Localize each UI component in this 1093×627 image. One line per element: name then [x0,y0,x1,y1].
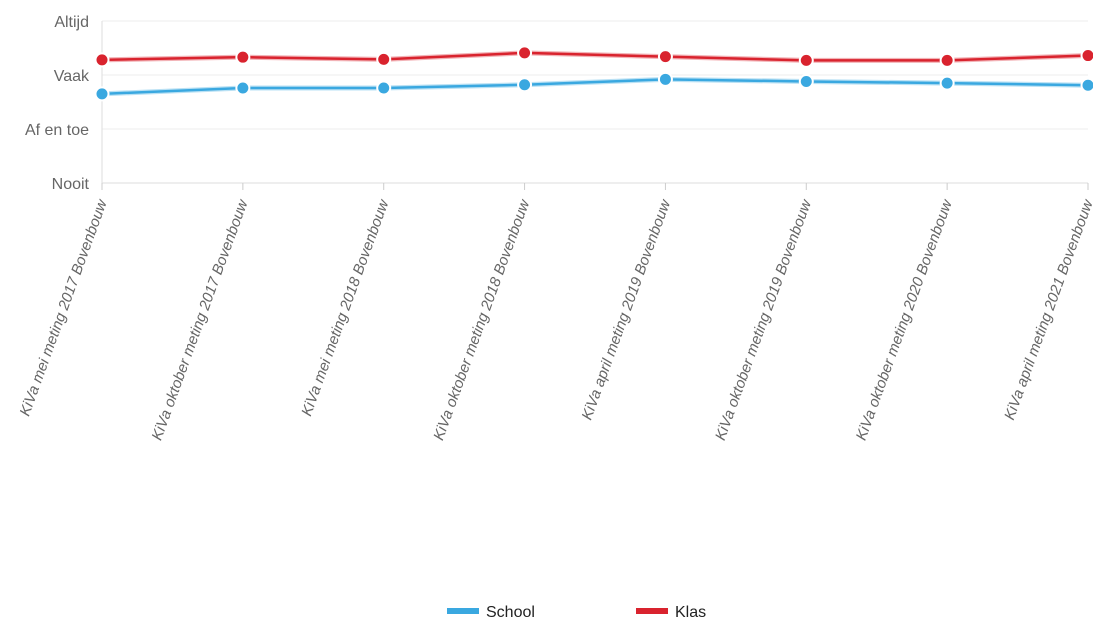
data-point-klas [659,50,672,63]
data-point-school [1082,79,1093,92]
axes [102,21,1088,190]
y-tick-label: Altijd [54,14,89,31]
data-point-klas [377,53,390,66]
legend-item-klas[interactable]: Klas [636,604,706,621]
legend-item-school[interactable]: School [447,604,535,621]
data-point-school [377,81,390,94]
data-point-klas [518,46,531,59]
legend-label: School [486,604,535,621]
legend-label: Klas [675,604,706,621]
data-point-school [96,87,109,100]
data-point-school [800,75,813,88]
data-point-school [941,77,954,90]
x-tick-label: KiVa april meting 2021 Bovenbouw [1001,196,1093,422]
x-tick-label: KiVa oktober meting 2017 Bovenbouw [149,196,252,442]
grid-lines [102,21,1088,129]
x-tick-label: KiVa mei meting 2018 Bovenbouw [298,196,393,418]
data-point-klas [941,54,954,67]
data-point-klas [236,51,249,64]
legend[interactable]: School Klas [447,604,706,621]
y-tick-label: Af en toe [25,122,89,139]
data-point-klas [96,53,109,66]
y-tick-label: Vaak [54,68,90,85]
y-axis-tick-labels: Nooit Af en toe Vaak Altijd [25,14,90,193]
data-point-school [236,81,249,94]
data-point-klas [800,54,813,67]
x-tick-label: KiVa oktober meting 2019 Bovenbouw [712,196,815,442]
data-point-school [518,78,531,91]
data-point-klas [1082,49,1093,62]
y-tick-label: Nooit [52,176,90,193]
legend-swatch [636,608,668,614]
x-tick-label: KiVa april meting 2019 Bovenbouw [579,196,675,422]
x-axis-tick-labels: KiVa mei meting 2017 Bovenbouw KiVa oktob… [17,196,1093,442]
x-tick-label: KiVa mei meting 2017 Bovenbouw [17,196,112,418]
x-tick-label: KiVa oktober meting 2018 Bovenbouw [430,196,533,442]
data-point-school [659,73,672,86]
x-tick-label: KiVa oktober meting 2020 Bovenbouw [853,196,956,442]
legend-swatch [447,608,479,614]
